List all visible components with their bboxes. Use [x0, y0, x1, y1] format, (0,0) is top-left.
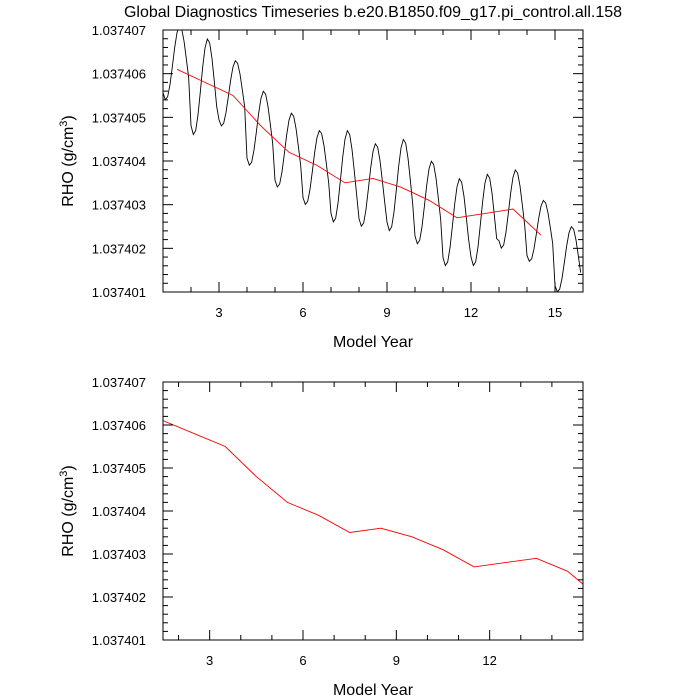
- y-axis-title-superscript: 3: [58, 471, 70, 477]
- figure-title: Global Diagnostics Timeseries b.e20.B185…: [124, 4, 622, 21]
- x-tick-label: 15: [548, 305, 562, 320]
- y-tick-label: 1.037407: [92, 23, 146, 38]
- x-axis-title: Model Year: [333, 334, 414, 351]
- y-tick-label: 1.037405: [92, 110, 146, 125]
- y-axis-title-superscript: 3: [58, 121, 70, 127]
- y-tick-label: 1.037407: [92, 375, 146, 390]
- y-tick-label: 1.037404: [92, 154, 146, 169]
- monthly-series-line: [163, 30, 582, 292]
- plot-series-group: [163, 30, 582, 292]
- y-tick-label: 1.037403: [92, 198, 146, 213]
- y-tick-label: 1.037404: [92, 504, 146, 519]
- x-tick-label: 6: [299, 653, 306, 668]
- y-axis-title-text: RHO (g/cm: [60, 477, 77, 557]
- x-tick-label: 12: [482, 653, 496, 668]
- top-panel: 3 6 9 12 15 1.037401 1.037402 1.037403 1.037404 1…: [58, 23, 584, 351]
- y-axis-title: RHO (g/cm3): [58, 465, 77, 556]
- annual-mean-series-line: [163, 420, 583, 585]
- y-tick-label: 1.037401: [92, 285, 146, 300]
- y-tick-label: 1.037401: [92, 633, 146, 648]
- y-tick-label: 1.037406: [92, 67, 146, 82]
- y-tick-label: 1.037403: [92, 547, 146, 562]
- plot-series-group: [163, 420, 583, 585]
- y-tick-label: 1.037402: [92, 590, 146, 605]
- y-axis-title: RHO (g/cm3): [58, 115, 77, 206]
- x-tick-label: 6: [299, 305, 306, 320]
- x-tick-label: 3: [215, 305, 222, 320]
- x-tick-label: 9: [383, 305, 390, 320]
- y-axis-title-suffix: ): [60, 465, 77, 470]
- y-tick-label: 1.037402: [92, 241, 146, 256]
- x-axis-title: Model Year: [333, 682, 414, 699]
- y-axis-title-text: RHO (g/cm: [60, 127, 77, 207]
- y-tick-label: 1.037405: [92, 461, 146, 476]
- y-axis-title-suffix: ): [60, 115, 77, 120]
- y-tick-label: 1.037406: [92, 418, 146, 433]
- bottom-panel: 3 6 9 12 1.037401 1.037402 1.037403 1.037404 1.0…: [58, 375, 584, 699]
- x-tick-label: 3: [206, 653, 213, 668]
- x-tick-label: 9: [393, 653, 400, 668]
- annual-mean-series-line: [176, 68, 542, 236]
- x-tick-label: 12: [464, 305, 478, 320]
